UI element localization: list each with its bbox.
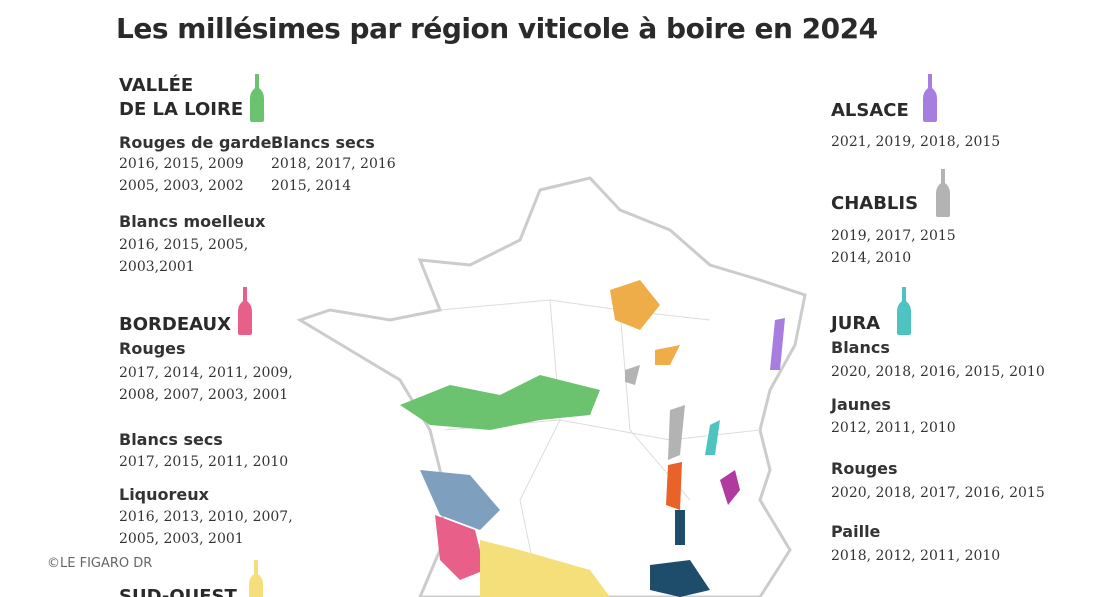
bourgogne-area <box>668 405 685 460</box>
region-name: BORDEAUX <box>119 314 231 335</box>
section-label: Blancs secs <box>119 430 223 449</box>
section-label: Jaunes <box>831 395 891 414</box>
section-label: Rouges <box>831 459 898 478</box>
vintages: 2017, 2015, 2011, 2010 <box>119 454 289 470</box>
vintages: 2015, 2014 <box>271 178 352 194</box>
vintages: 2018, 2017, 2016 <box>271 156 396 172</box>
cognac-area <box>420 470 500 530</box>
beaujolais-area <box>666 462 682 510</box>
vintages: 2020, 2018, 2017, 2016, 2015 <box>831 485 1045 501</box>
vintages: 2017, 2014, 2011, 2009, <box>119 365 293 381</box>
region-name: VALLÉE <box>119 75 194 96</box>
champagne-area <box>610 280 660 330</box>
title: Les millésimes par région viticole à boi… <box>116 12 878 45</box>
credit: ©LE FIGARO DR <box>47 556 153 571</box>
champagne-area-2 <box>655 345 680 365</box>
bottle-icon <box>249 560 263 597</box>
region-name: DE LA LOIRE <box>119 99 244 120</box>
vintages: 2016, 2013, 2010, 2007, <box>119 509 293 525</box>
savoie-area <box>720 470 740 505</box>
bordeaux-area <box>435 515 485 580</box>
section-label: Liquoreux <box>119 485 209 504</box>
section-label: Blancs moelleux <box>119 212 266 231</box>
vintages: 2016, 2015, 2005, <box>119 237 249 253</box>
region-name: ALSACE <box>831 100 909 121</box>
bottle-icon <box>250 74 264 122</box>
loire-area <box>400 375 600 430</box>
vintages: 2014, 2010 <box>831 250 912 266</box>
chablis-area <box>625 365 640 385</box>
vintages: 2003,2001 <box>119 259 195 275</box>
vintages: 2016, 2015, 2009 <box>119 156 244 172</box>
vintages: 2019, 2017, 2015 <box>831 228 956 244</box>
rhone-north-area <box>675 510 685 545</box>
section-label: Blancs <box>831 338 890 357</box>
bottle-icon <box>923 74 937 122</box>
region-name: JURA <box>831 313 881 334</box>
bottle-icon <box>936 169 950 217</box>
region-name: CHABLIS <box>831 193 919 214</box>
section-label: Rouges <box>119 339 186 358</box>
sudouest-area <box>480 540 610 597</box>
vintages: 2021, 2019, 2018, 2015 <box>831 134 1001 150</box>
bottle-icon <box>238 287 252 335</box>
section-label: Blancs secs <box>271 133 375 152</box>
rhone-area <box>650 560 710 597</box>
alsace-area <box>770 318 785 370</box>
region-name: SUD-OUEST <box>119 586 237 597</box>
vintages: 2020, 2018, 2016, 2015, 2010 <box>831 364 1045 380</box>
section-label: Rouges de garde <box>119 133 272 152</box>
vintages: 2005, 2003, 2002 <box>119 178 244 194</box>
vintages: 2018, 2012, 2011, 2010 <box>831 548 1001 564</box>
jura-area <box>705 420 720 455</box>
france-map <box>296 176 807 597</box>
vintages: 2005, 2003, 2001 <box>119 531 244 547</box>
section-label: Paille <box>831 522 881 541</box>
vintages: 2012, 2011, 2010 <box>831 420 956 436</box>
bottle-icon <box>897 287 911 335</box>
vintages: 2008, 2007, 2003, 2001 <box>119 387 289 403</box>
